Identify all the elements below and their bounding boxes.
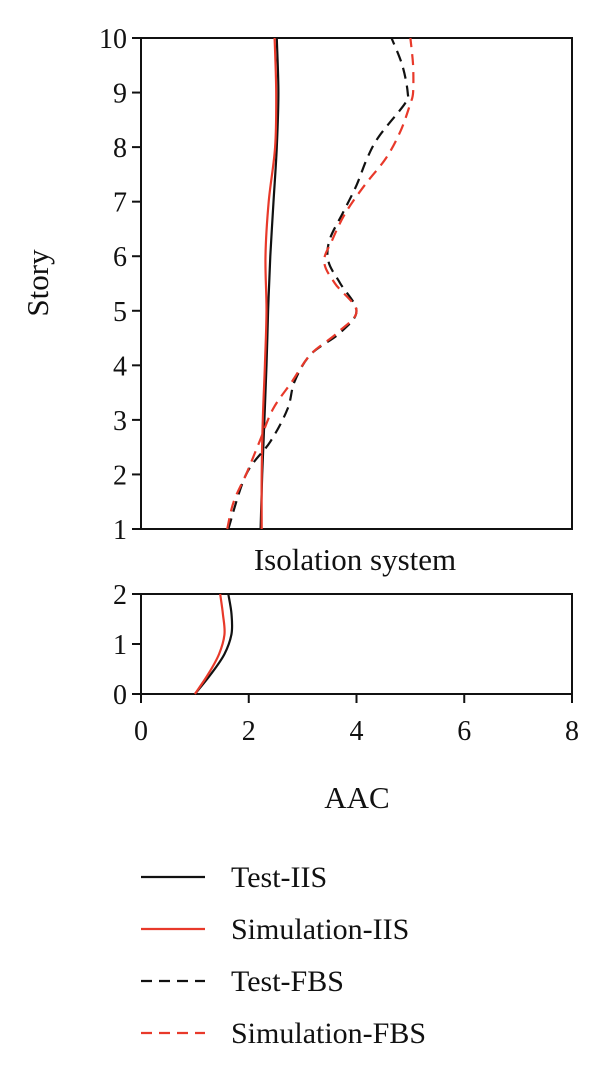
xtick-label: 2 — [242, 716, 256, 747]
upper-ytick-label: 2 — [113, 460, 127, 491]
upper-series-test-iis — [259, 37, 280, 530]
lower-ytick-label: 1 — [113, 630, 127, 661]
legend-item: Test-FBS — [141, 965, 344, 998]
upper-ytick-label: 4 — [113, 351, 127, 382]
xtick-label: 8 — [565, 716, 579, 747]
upper-ytick-label: 7 — [113, 188, 127, 219]
upper-series-simulation-iis — [260, 37, 278, 530]
lower-ytick-label: 2 — [113, 580, 127, 611]
upper-series-simulation-fbs — [226, 37, 415, 530]
x-axis-label: AAC — [324, 780, 389, 815]
legend-label: Test-FBS — [231, 965, 344, 998]
lower-ytick-label: 0 — [113, 680, 127, 711]
lower-series-group — [193, 593, 234, 695]
lower-series-simulation-iis — [193, 593, 226, 695]
lower-panel: 0 1 2 0 2 4 6 8 AAC — [113, 580, 579, 815]
upper-series-group — [226, 37, 415, 530]
legend: Test-IIS Simulation-IIS Test-FBS Simulation… — [141, 861, 426, 1050]
x-ticks: 0 2 4 6 8 — [134, 694, 579, 747]
legend-label: Simulation-FBS — [231, 1017, 426, 1050]
upper-ytick-label: 5 — [113, 297, 127, 328]
lower-y-ticks: 0 1 2 — [113, 580, 141, 711]
legend-item: Simulation-FBS — [141, 1017, 426, 1050]
legend-item: Simulation-IIS — [141, 913, 409, 946]
y-axis-label: Story — [20, 249, 55, 317]
upper-ytick-label: 9 — [113, 79, 127, 110]
upper-ytick-label: 10 — [99, 24, 127, 55]
legend-label: Simulation-IIS — [231, 913, 409, 946]
upper-series-test-fbs — [227, 37, 410, 530]
upper-panel: 1 2 3 4 5 6 7 8 9 10 Story — [20, 24, 573, 546]
xtick-label: 0 — [134, 716, 148, 747]
upper-ytick-label: 8 — [113, 133, 127, 164]
upper-y-ticks: 1 2 3 4 5 6 7 8 9 10 — [99, 24, 141, 546]
xtick-label: 4 — [350, 716, 364, 747]
legend-label: Test-IIS — [231, 861, 327, 894]
upper-plot-frame — [140, 37, 573, 530]
upper-ytick-label: 3 — [113, 406, 127, 437]
legend-item: Test-IIS — [141, 861, 327, 894]
xtick-label: 6 — [457, 716, 471, 747]
upper-ytick-label: 1 — [113, 515, 127, 546]
upper-ytick-label: 6 — [113, 242, 127, 273]
lower-series-test-iis — [194, 593, 234, 695]
lower-panel-title: Isolation system — [254, 542, 456, 577]
